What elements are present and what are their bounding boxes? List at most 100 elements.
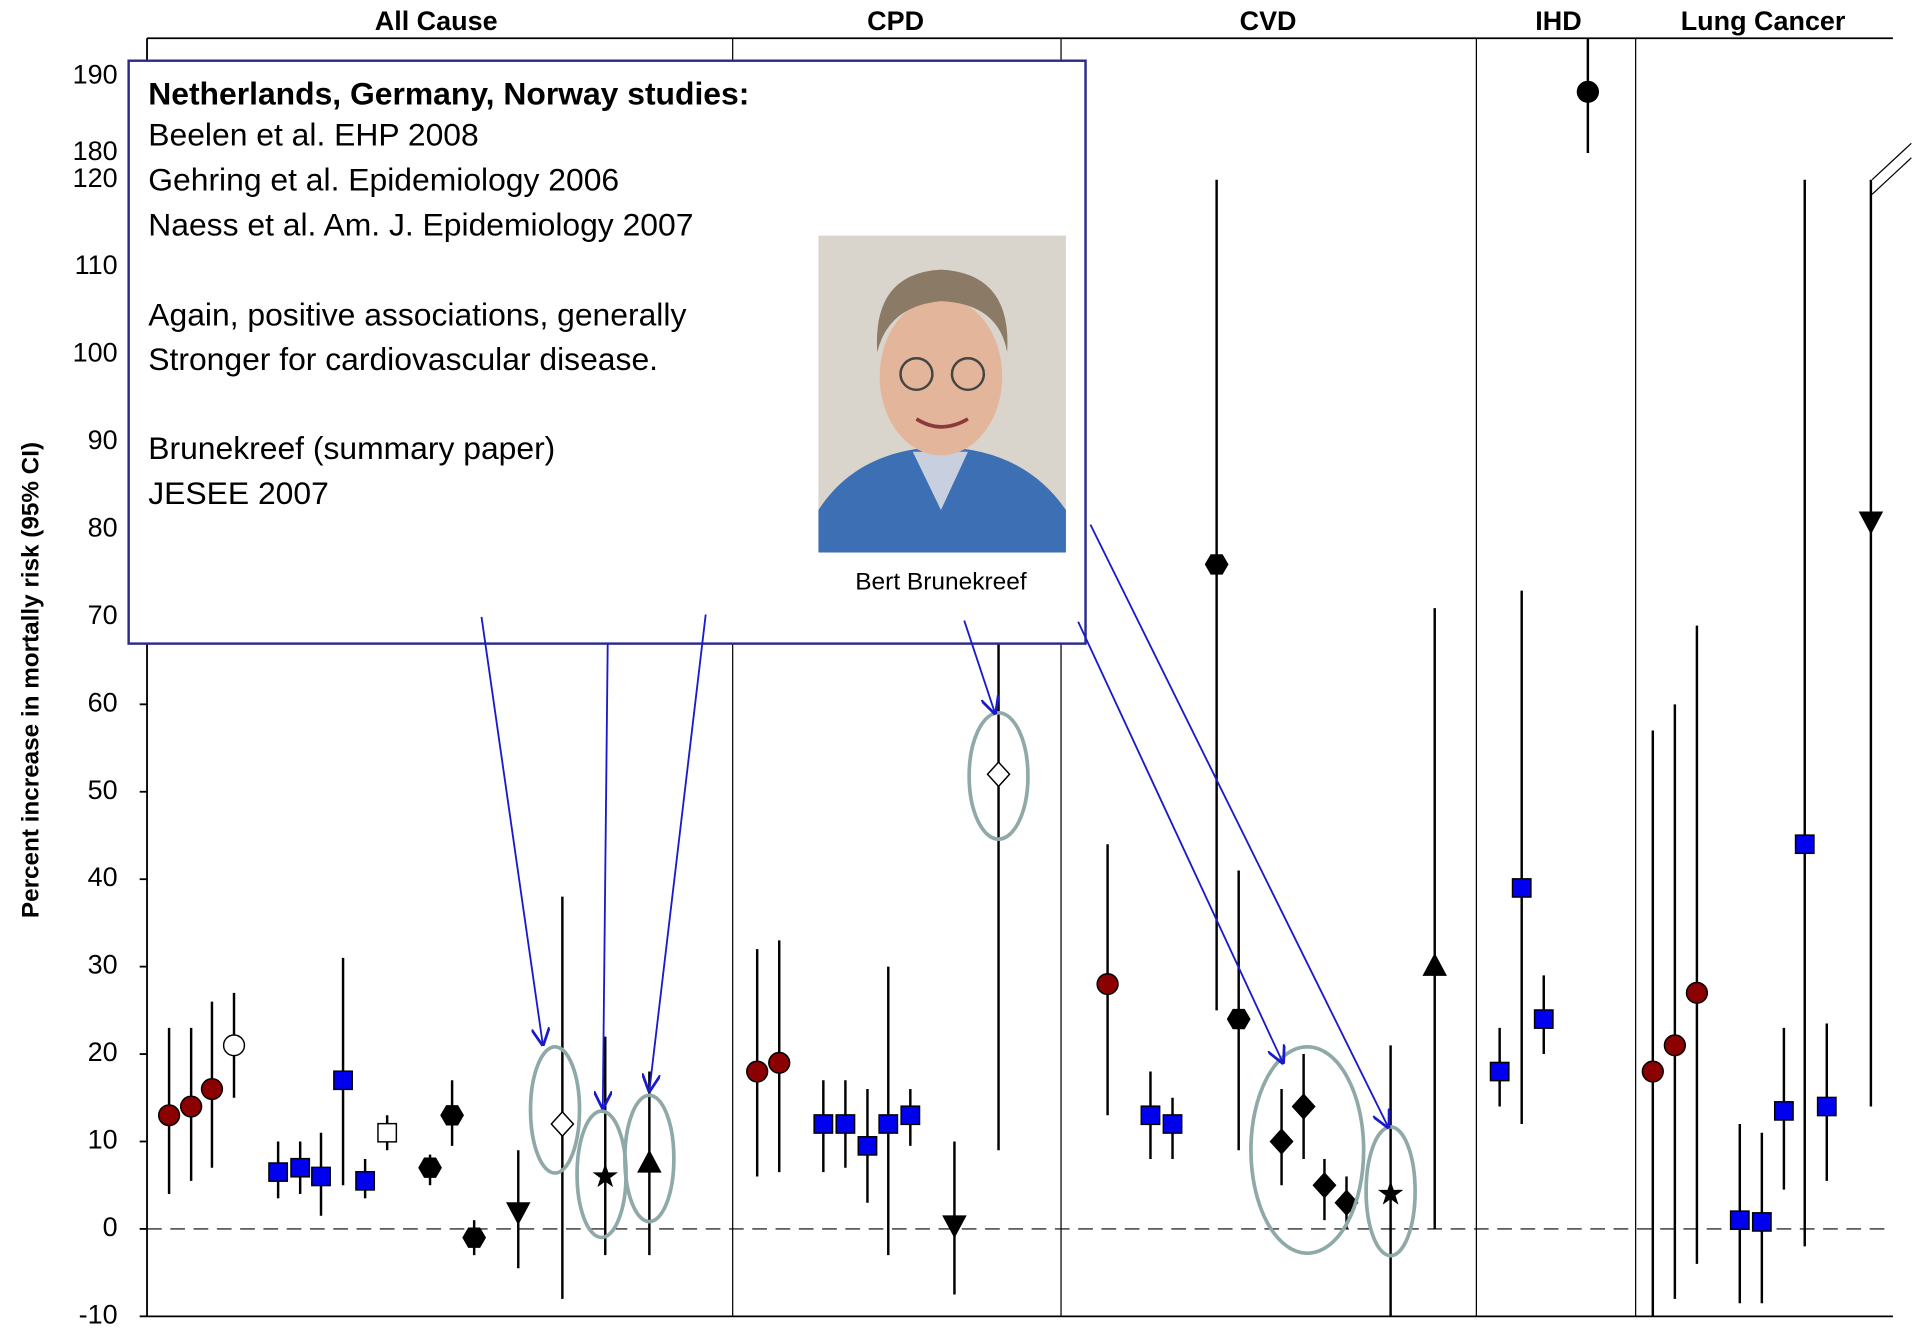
marker (311, 1166, 331, 1187)
annotation-line: Beelen et al. EHP 2008 (148, 117, 478, 153)
panel-title: CPD (867, 6, 924, 36)
arrow (603, 643, 608, 1108)
axis-break (1871, 142, 1912, 181)
photo-caption: Bert Brunekreef (855, 568, 1027, 595)
y-tick-label: -10 (79, 1300, 118, 1330)
marker (768, 1051, 791, 1074)
annotation-line: Naess et al. Am. J. Epidemiology 2007 (148, 207, 693, 243)
marker (1511, 878, 1532, 898)
marker (550, 1110, 575, 1138)
annotation-line: Brunekreef (summary paper) (148, 430, 555, 466)
highlight-ellipse (623, 1093, 676, 1224)
marker (1533, 1009, 1554, 1029)
photo-collar (912, 451, 968, 511)
marker (1096, 973, 1119, 996)
photo-smile (915, 417, 969, 429)
marker (1226, 1008, 1251, 1030)
marker (813, 1114, 834, 1134)
marker (355, 1170, 376, 1191)
highlight-ellipse (1364, 1125, 1417, 1258)
marker (333, 1070, 353, 1091)
y-tick-label: 90 (88, 425, 118, 455)
marker (1751, 1212, 1772, 1232)
y-tick-label: 10 (88, 1125, 118, 1155)
photo-hair (876, 269, 1008, 353)
marker (986, 761, 1011, 788)
marker (1204, 554, 1229, 575)
marker (1685, 981, 1709, 1004)
marker (746, 1060, 769, 1083)
marker (1641, 1060, 1664, 1083)
marker (1140, 1105, 1161, 1126)
y-tick-label: 100 (73, 338, 118, 368)
marker (878, 1114, 899, 1134)
annotation-line: Gehring et al. Epidemiology 2006 (148, 162, 619, 198)
photo (818, 235, 1066, 553)
y-tick-label: 20 (88, 1037, 118, 1067)
marker (900, 1105, 921, 1126)
marker (1162, 1114, 1183, 1134)
marker (1312, 1171, 1337, 1199)
marker (1729, 1210, 1750, 1231)
y-axis-label: Percent increase in mortally risk (95% C… (17, 442, 44, 918)
photo-face (879, 297, 1003, 456)
marker (1422, 952, 1447, 976)
marker (462, 1227, 487, 1248)
marker (942, 1215, 967, 1239)
arrow (963, 620, 995, 713)
arrow (1077, 621, 1283, 1063)
marker (1816, 1096, 1837, 1117)
panel-title: Lung Cancer (1681, 6, 1846, 36)
highlight-ellipse (1249, 1044, 1366, 1256)
marker (290, 1157, 311, 1178)
annotation-box: Netherlands, Germany, Norway studies: Be… (127, 59, 1087, 645)
photo-glasses (950, 357, 986, 392)
marker (592, 1163, 618, 1188)
marker (418, 1157, 442, 1178)
marker (1269, 1128, 1294, 1155)
marker (440, 1105, 464, 1126)
arrow (649, 614, 707, 1090)
highlight-ellipse (528, 1044, 582, 1175)
arrow (480, 616, 543, 1044)
highlights (480, 524, 1417, 1258)
y-tick-label: 70 (88, 600, 118, 630)
marker (1663, 1034, 1687, 1057)
y-tick-label: 40 (88, 862, 118, 892)
annotation-line: JESEE 2007 (148, 475, 329, 511)
panel-title: CVD (1240, 6, 1297, 36)
marker (1377, 1180, 1404, 1205)
marker (1773, 1101, 1794, 1121)
panel-title: IHD (1535, 6, 1581, 36)
annotation-line: Stronger for cardiovascular disease. (148, 341, 658, 377)
marker (200, 1077, 224, 1101)
y-tick-label: 50 (88, 775, 118, 805)
marker (222, 1034, 246, 1057)
y-tick-label: 190 (73, 60, 118, 90)
marker (157, 1104, 181, 1127)
marker (835, 1114, 856, 1134)
marker (857, 1136, 878, 1156)
axis-break (1871, 157, 1912, 195)
marker (637, 1149, 662, 1173)
panel-title: All Cause (375, 6, 498, 36)
y-tick-label: 30 (88, 950, 118, 980)
y-tick-label: 80 (88, 513, 118, 543)
marker (179, 1095, 203, 1118)
marker (1291, 1093, 1316, 1120)
marker (1489, 1061, 1510, 1082)
marker (1576, 80, 1600, 103)
y-tick-label: 60 (88, 687, 118, 717)
annotation-heading: Netherlands, Germany, Norway studies: (148, 75, 749, 111)
y-tick-label: 110 (75, 250, 118, 280)
marker (377, 1122, 398, 1143)
marker (1794, 834, 1815, 855)
annotation-line: Again, positive associations, generally (148, 296, 686, 332)
marker (506, 1202, 531, 1226)
marker (1858, 511, 1884, 535)
y-tick-label: 180 (73, 136, 118, 166)
marker (268, 1162, 289, 1182)
arrow (1089, 524, 1388, 1127)
